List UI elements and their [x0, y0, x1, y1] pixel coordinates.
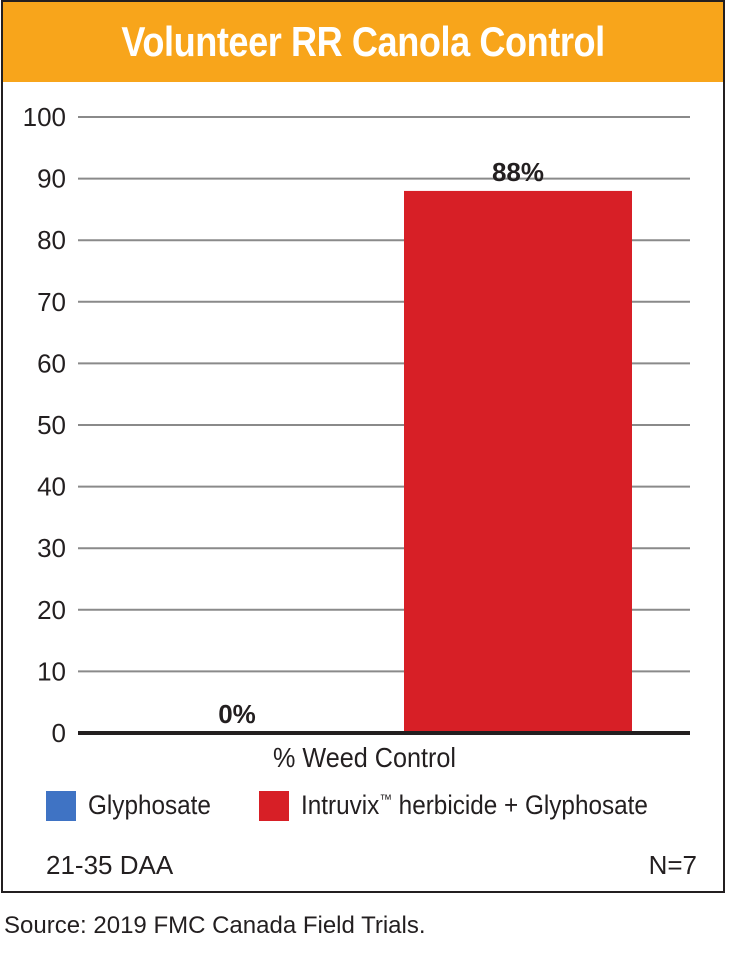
bars: [404, 190, 632, 734]
y-tick-label-20: 20: [37, 595, 66, 625]
y-axis-ticks: 0 10 20 30 40 50 60 70 80 90 100: [23, 102, 66, 748]
legend-item-intruvix: Intruvix™ herbicide + Glyphosate: [258, 790, 686, 821]
chart-title: Volunteer RR Canola Control: [121, 18, 605, 65]
bar-chart: 0 10 20 30 40 50 60 70 80 90 100 0% 88%: [23, 102, 690, 748]
sample-size-note: N=7: [648, 850, 697, 880]
legend-item-glyphosate: Glyphosate: [46, 790, 225, 821]
y-tick-label-0: 0: [52, 718, 66, 748]
legend-label-intruvix-main: Intruvix: [300, 790, 379, 820]
legend-label-glyphosate: Glyphosate: [88, 790, 211, 820]
bar-intruvix-glyphosate: [404, 190, 632, 734]
x-axis-label: % Weed Control: [272, 742, 457, 773]
source-note: Source: 2019 FMC Canada Field Trials.: [4, 912, 426, 939]
legend-swatch-glyphosate: [46, 790, 76, 821]
legend-label-intruvix-rest: herbicide + Glyphosate: [391, 790, 648, 820]
y-tick-label-60: 60: [37, 348, 66, 378]
y-tick-label-50: 50: [37, 410, 66, 440]
y-tick-label-100: 100: [23, 102, 66, 132]
data-label-glyphosate: 0%: [218, 699, 256, 729]
data-labels: 0% 88%: [218, 157, 544, 729]
y-tick-label-90: 90: [37, 164, 66, 194]
y-tick-label-40: 40: [37, 472, 66, 502]
legend-swatch-intruvix: [258, 790, 289, 821]
y-tick-label-70: 70: [37, 287, 66, 317]
data-label-intruvix-glyphosate: 88%: [492, 157, 544, 187]
trademark-symbol: ™: [378, 791, 392, 807]
y-tick-label-80: 80: [37, 225, 66, 255]
title-bar: Volunteer RR Canola Control: [3, 2, 723, 82]
y-tick-label-10: 10: [37, 656, 66, 686]
y-tick-label-30: 30: [37, 533, 66, 563]
legend-label-intruvix: Intruvix™ herbicide + Glyphosate: [301, 790, 648, 821]
legend: Glyphosate Intruvix™ herbicide + Glyphos…: [46, 790, 720, 821]
days-after-application-note: 21-35 DAA: [46, 850, 174, 880]
